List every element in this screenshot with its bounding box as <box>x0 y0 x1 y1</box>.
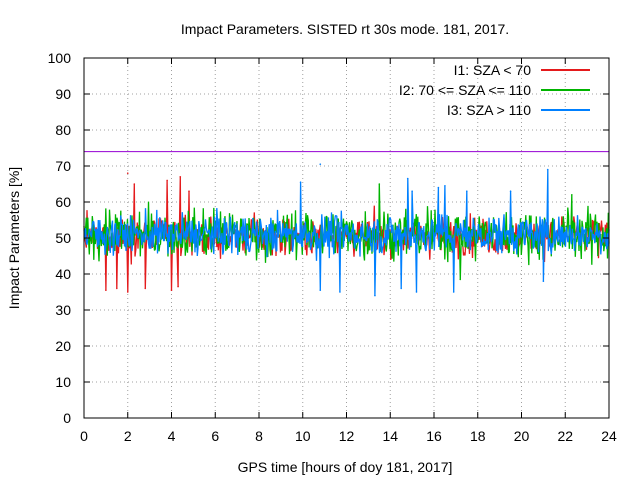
extreme-point <box>299 181 302 183</box>
x-tick-label: 8 <box>255 428 263 444</box>
y-tick-label: 100 <box>48 50 72 66</box>
extreme-point <box>179 176 182 178</box>
chart-title: Impact Parameters. SISTED rt 30s mode. 1… <box>181 21 509 37</box>
extreme-point <box>170 289 173 292</box>
legend: I1: SZA < 70 I2: 70 <= SZA <= 110 I3: SZA … <box>399 62 590 118</box>
extreme-point <box>133 183 136 185</box>
extreme-point <box>177 285 179 288</box>
extreme-point <box>126 291 129 293</box>
axis-ticks: 0 2 4 6 8 10 12 14 16 18 20 22 240102030405060708090… <box>48 50 617 444</box>
legend-label: I1: SZA < 70 <box>454 62 532 78</box>
x-tick-label: 4 <box>168 428 176 444</box>
legend-label: I3: SZA > 110 <box>447 102 531 118</box>
y-tick-label: 80 <box>55 122 71 138</box>
x-tick-label: 20 <box>514 428 530 444</box>
extreme-point <box>144 287 147 290</box>
y-tick-label: 20 <box>55 338 71 354</box>
extreme-point <box>188 190 190 192</box>
series-layer <box>83 163 610 297</box>
x-tick-label: 18 <box>470 428 486 444</box>
y-tick-label: 70 <box>55 158 71 174</box>
x-tick-label: 12 <box>339 428 355 444</box>
y-tick-label: 50 <box>55 230 71 246</box>
extreme-point <box>166 179 168 182</box>
y-tick-label: 10 <box>55 374 71 390</box>
x-tick-label: 22 <box>557 428 573 444</box>
extreme-point <box>374 294 376 297</box>
y-tick-label: 0 <box>63 410 71 426</box>
extreme-point <box>437 186 440 189</box>
extreme-point <box>444 185 446 187</box>
extreme-point <box>546 168 549 171</box>
extreme-point <box>452 291 455 293</box>
extreme-point <box>319 163 322 165</box>
extreme-point <box>406 177 409 180</box>
y-tick-label: 40 <box>55 266 71 282</box>
y-axis-label: Impact Parameters [%] <box>6 167 22 309</box>
x-tick-label: 16 <box>426 428 442 444</box>
extreme-point <box>116 287 118 290</box>
extreme-point <box>105 289 107 292</box>
x-tick-label: 10 <box>295 428 311 444</box>
y-tick-label: 60 <box>55 194 71 210</box>
extreme-point <box>319 289 322 292</box>
y-tick-label: 30 <box>55 302 71 318</box>
extreme-point <box>411 190 413 192</box>
extreme-point <box>126 172 129 174</box>
x-tick-label: 2 <box>124 428 132 444</box>
series-line <box>83 183 610 280</box>
series-line <box>83 169 610 296</box>
y-tick-label: 90 <box>55 86 71 102</box>
extreme-point <box>378 183 381 185</box>
x-tick-label: 6 <box>211 428 219 444</box>
series-2 <box>83 183 610 281</box>
extreme-point <box>466 190 468 192</box>
legend-label: I2: 70 <= SZA <= 110 <box>399 82 531 98</box>
extreme-point <box>415 291 418 293</box>
extreme-point <box>459 278 462 281</box>
x-axis-label: GPS time [hours of doy 181, 2017] <box>238 459 453 475</box>
extreme-point <box>339 291 341 293</box>
extreme-point <box>509 190 512 192</box>
extreme-point <box>542 280 545 283</box>
extreme-point <box>571 194 573 196</box>
x-tick-label: 0 <box>80 428 88 444</box>
extreme-point <box>400 287 402 290</box>
x-tick-label: 14 <box>382 428 398 444</box>
x-tick-label: 24 <box>601 428 617 444</box>
series-3 <box>83 163 610 297</box>
